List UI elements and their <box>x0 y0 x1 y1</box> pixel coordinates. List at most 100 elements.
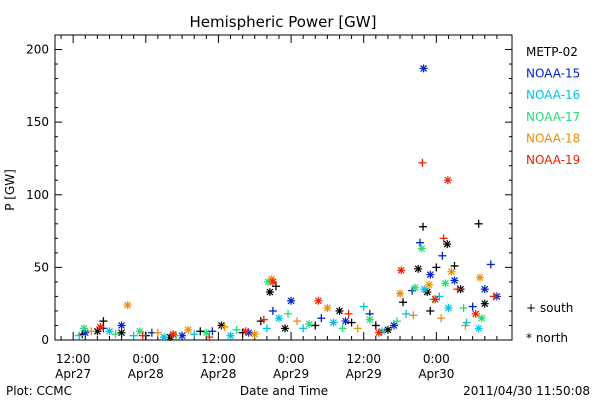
data-point <box>169 330 178 339</box>
x-axis-label: Date and Time <box>240 384 328 398</box>
data-point <box>426 270 435 279</box>
data-point <box>489 292 498 301</box>
data-point <box>435 292 444 301</box>
data-point <box>418 158 427 167</box>
data-point <box>117 328 126 337</box>
data-point <box>262 324 271 333</box>
x-tick-label: 0:00 <box>278 352 305 366</box>
data-point <box>353 324 362 333</box>
data-point <box>287 296 296 305</box>
data-point <box>259 315 268 324</box>
data-point <box>426 306 435 315</box>
data-point <box>241 327 250 336</box>
data-point <box>99 317 108 326</box>
data-point <box>335 306 344 315</box>
data-point <box>425 280 434 289</box>
marker-legend: + south * north <box>526 301 573 345</box>
data-point <box>399 298 408 307</box>
data-point <box>317 314 326 323</box>
data-point <box>123 301 132 310</box>
data-point <box>105 327 114 336</box>
data-point <box>396 289 405 298</box>
data-point <box>419 222 428 231</box>
y-tick-label: 100 <box>26 188 49 202</box>
series-noaa-15 <box>81 64 501 340</box>
data-point <box>468 302 477 311</box>
data-point <box>80 324 89 333</box>
data-point <box>111 330 120 339</box>
legend-entry: NOAA-18 <box>526 131 580 145</box>
data-point <box>184 325 193 334</box>
plot-timestamp: 2011/04/30 11:50:08 <box>463 384 590 398</box>
data-point <box>271 282 280 291</box>
x-tick-date-label: Apr29 <box>273 367 309 381</box>
data-points <box>75 64 501 342</box>
data-point <box>439 234 448 243</box>
data-point <box>480 299 489 308</box>
data-point <box>178 331 187 340</box>
x-tick-label: 12:00 <box>201 352 236 366</box>
data-point <box>459 304 468 313</box>
data-point <box>284 309 293 318</box>
x-tick-label: 0:00 <box>423 352 450 366</box>
data-point <box>196 327 205 336</box>
data-point <box>402 309 411 318</box>
data-point <box>477 314 486 323</box>
data-point <box>438 251 447 260</box>
x-tick-label: 0:00 <box>132 352 159 366</box>
y-tick-label: 200 <box>26 43 49 57</box>
data-point <box>411 283 420 292</box>
data-point <box>226 331 235 340</box>
series-noaa-19 <box>96 158 498 342</box>
x-tick-label: 12:00 <box>346 352 381 366</box>
data-point <box>447 267 456 276</box>
marker-legend-entry: * north <box>526 331 568 345</box>
data-point <box>268 306 277 315</box>
x-tick-date-label: Apr28 <box>200 367 236 381</box>
data-point <box>341 317 350 326</box>
data-point <box>338 324 347 333</box>
data-point <box>268 277 277 286</box>
data-point <box>417 244 426 253</box>
data-point <box>450 261 459 270</box>
legend-entry: NOAA-15 <box>526 67 580 81</box>
data-point <box>202 328 211 337</box>
legend-entry: NOAA-19 <box>526 153 580 167</box>
data-point <box>305 320 314 329</box>
y-tick-label: 50 <box>34 260 49 274</box>
data-point <box>397 266 406 275</box>
x-tick-label: 12:00 <box>56 352 91 366</box>
data-point <box>480 285 489 294</box>
legend: METP-02 NOAA-15 NOAA-16 NOAA-17 NOAA-18 NOAA-… <box>526 45 580 167</box>
data-point <box>153 328 162 337</box>
data-point <box>232 325 241 334</box>
x-tick-date-label: Apr29 <box>346 367 382 381</box>
x-tick-date-label: Apr30 <box>418 367 454 381</box>
y-tick-label: 0 <box>41 333 49 347</box>
y-axis-label: P [GW] <box>3 169 17 211</box>
data-point <box>299 324 308 333</box>
data-point <box>129 331 138 340</box>
series-noaa-16 <box>75 285 483 342</box>
data-point <box>475 273 484 282</box>
y-tick-label: 150 <box>26 115 49 129</box>
data-point <box>117 321 126 330</box>
legend-entry: NOAA-16 <box>526 88 580 102</box>
data-point <box>138 331 147 340</box>
data-point <box>437 314 446 323</box>
data-point <box>159 333 168 342</box>
legend-entry: METP-02 <box>526 45 578 59</box>
x-tick-date-label: Apr28 <box>128 367 164 381</box>
data-point <box>75 331 84 340</box>
data-point <box>347 318 356 327</box>
data-point <box>205 333 214 342</box>
data-point <box>311 321 320 330</box>
x-axis: 12:00Apr270:00Apr2812:00Apr280:00Apr2912… <box>55 35 498 381</box>
data-point <box>359 302 368 311</box>
x-tick-date-label: Apr27 <box>55 367 91 381</box>
data-point <box>329 318 338 327</box>
data-point <box>409 311 418 320</box>
data-point <box>371 321 380 330</box>
chart-title: Hemispheric Power [GW] <box>190 13 377 31</box>
